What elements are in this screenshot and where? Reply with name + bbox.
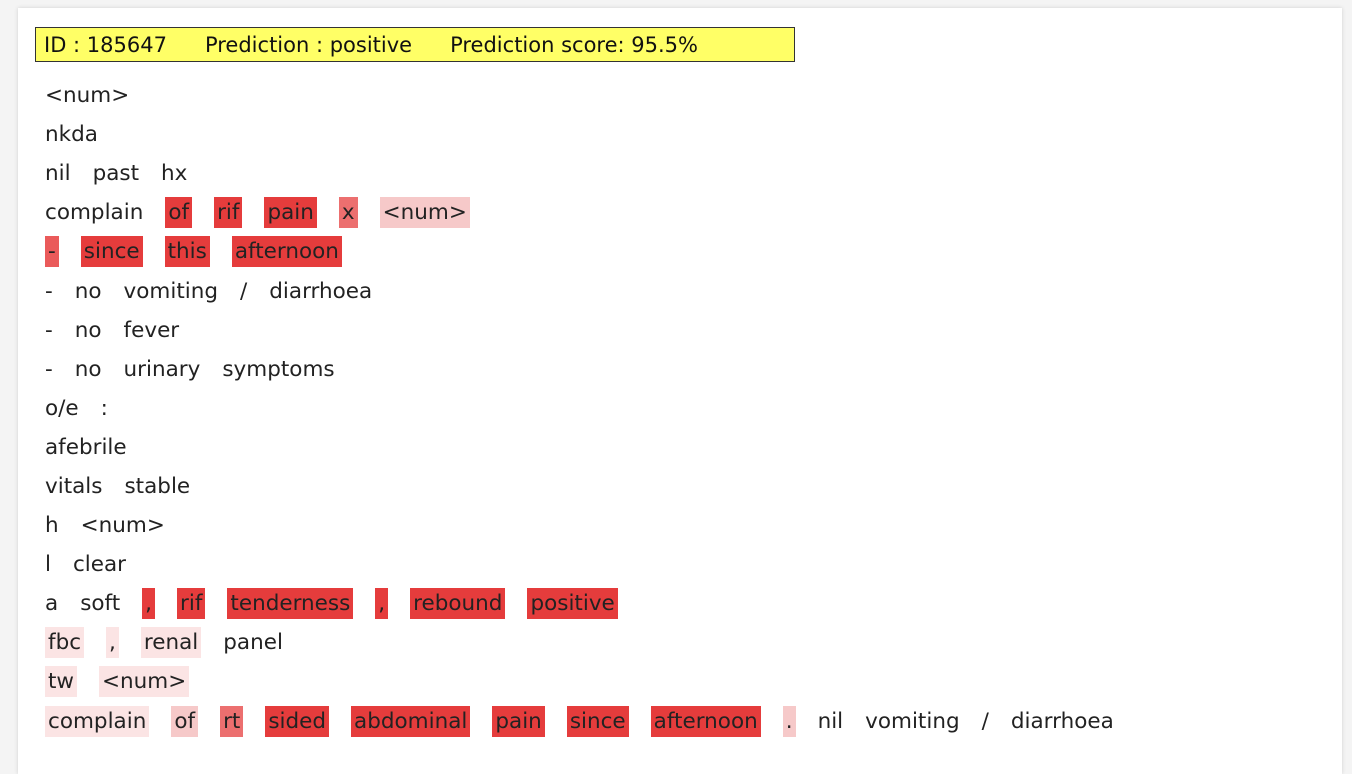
token: since: [80, 236, 143, 268]
token: no: [74, 356, 102, 382]
token: soft: [80, 591, 121, 617]
line: <num>: [45, 76, 1136, 115]
token: o/e: [45, 395, 79, 421]
token: :: [100, 395, 108, 421]
token: -: [45, 278, 53, 304]
token: afternoon: [231, 236, 342, 268]
token: -: [45, 317, 53, 343]
line: - no urinary symptoms: [45, 350, 1136, 389]
token: .: [782, 705, 796, 737]
id: ID : 185647: [44, 32, 167, 57]
token: complain: [45, 705, 150, 737]
token: vomiting: [123, 278, 219, 304]
token: <num>: [379, 197, 470, 229]
line: a soft, rif tenderness, rebound positive: [45, 584, 1136, 623]
token: stable: [124, 473, 191, 499]
line: - no fever: [45, 311, 1136, 350]
token: since: [566, 705, 629, 737]
token: <num>: [99, 666, 190, 698]
token: pain: [264, 197, 317, 229]
token: tenderness: [227, 588, 354, 620]
line: nkda: [45, 115, 1136, 154]
token: fever: [123, 317, 180, 343]
score: Prediction score: 95.5%: [450, 32, 698, 57]
token: diarrhoea: [269, 278, 373, 304]
line: o/e:: [45, 389, 1136, 428]
token: afternoon: [650, 705, 761, 737]
token: renal: [140, 627, 202, 659]
token: this: [164, 236, 210, 268]
token: clear: [72, 552, 127, 578]
token: l: [45, 552, 51, 578]
line: tw <num>: [45, 662, 1136, 701]
token: nkda: [45, 122, 98, 148]
token: ,: [142, 588, 156, 620]
line: complain of rt sided abdominal pain since after…: [45, 702, 1136, 741]
token: afebrile: [45, 434, 127, 460]
token: a: [45, 591, 59, 617]
token: symptoms: [222, 356, 335, 382]
token: rif: [214, 197, 243, 229]
text-lines: <num> nkda nil past hx complain of rif pain x <num…: [45, 76, 1136, 741]
line: - since this afternoon: [45, 232, 1136, 271]
line: - no vomiting / diarrhoea: [45, 271, 1136, 310]
token: ,: [375, 588, 389, 620]
token: nil: [817, 708, 844, 734]
token: rif: [177, 588, 206, 620]
token: no: [74, 317, 102, 343]
token: vitals: [45, 473, 103, 499]
token: panel: [223, 630, 283, 656]
token: tw: [45, 666, 78, 698]
token: no: [74, 278, 102, 304]
token: <num>: [80, 513, 165, 539]
token: hx: [161, 161, 188, 187]
token: pain: [492, 705, 545, 737]
line: complain of rif pain x <num>: [45, 193, 1136, 232]
token: /: [981, 708, 989, 734]
token: x: [338, 197, 358, 229]
token: -: [45, 236, 59, 268]
token: urinary: [123, 356, 201, 382]
token: h: [45, 513, 59, 539]
token: of: [165, 197, 193, 229]
prediction: Prediction : positive: [204, 32, 413, 57]
token: /: [240, 278, 248, 304]
token: rt: [220, 705, 244, 737]
token: of: [171, 705, 199, 737]
line: h <num>: [45, 506, 1136, 545]
token: sided: [265, 705, 330, 737]
token: rebound: [410, 588, 506, 620]
line: fbc, renal panel: [45, 623, 1136, 662]
token: nil: [45, 161, 71, 187]
token: -: [45, 356, 53, 382]
line: vitals stable: [45, 467, 1136, 506]
line: nil past hx: [45, 154, 1136, 193]
token: past: [92, 161, 140, 187]
token: vomiting: [865, 708, 960, 734]
token: abdominal: [351, 705, 471, 737]
token: complain: [45, 200, 144, 226]
token: ,: [106, 627, 119, 659]
token: diarrhoea: [1010, 708, 1114, 734]
token: positive: [527, 588, 618, 620]
token: <num>: [45, 83, 130, 109]
token: fbc: [45, 627, 85, 659]
card: ID : 185647 Prediction : positive Predic…: [18, 8, 1342, 774]
line: l clear: [45, 545, 1136, 584]
header: ID : 185647 Prediction : positive Predic…: [35, 27, 795, 62]
line: afebrile: [45, 428, 1136, 467]
